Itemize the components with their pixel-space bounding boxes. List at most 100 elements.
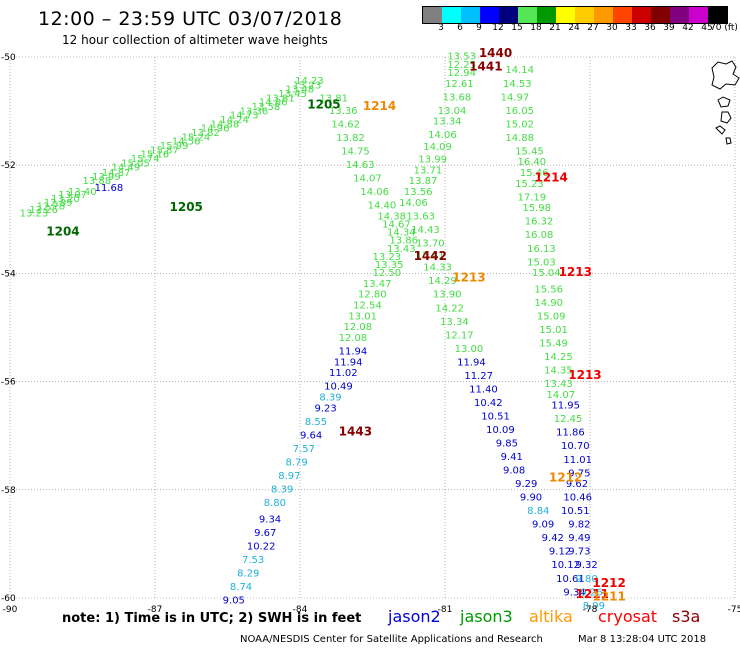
- scale-label: 30: [606, 23, 618, 33]
- wave-height-value: 16.32: [525, 217, 554, 228]
- scale-label: 27: [587, 23, 599, 33]
- wave-height-value: 9.82: [568, 520, 590, 531]
- wave-height-value: 10.51: [481, 411, 510, 422]
- scale-swatch: [480, 7, 499, 23]
- wave-height-value: 9.26: [580, 587, 602, 598]
- wave-height-value: 15.99: [160, 141, 189, 152]
- wave-height-value: 14.87: [102, 168, 131, 179]
- legend-item-s3a: s3a: [672, 607, 701, 626]
- wave-height-value: 8.55: [305, 417, 327, 428]
- wave-height-value: 13.23: [293, 80, 322, 91]
- wave-height-value: 13.99: [418, 154, 447, 165]
- wave-height-value: 11.94: [457, 357, 486, 368]
- wave-height-value: 12.45: [554, 414, 583, 425]
- color-scale-bar: [422, 6, 728, 24]
- wave-height-value: 15.74: [131, 154, 160, 165]
- wave-height-value: 10.09: [486, 425, 515, 436]
- wave-height-value: 16.13: [527, 244, 556, 255]
- wave-height-value: 15.45: [515, 146, 544, 157]
- wave-height-value: 9.75: [568, 468, 590, 479]
- wave-height-value: 13.56: [404, 187, 433, 198]
- wave-height-value: 8.29: [237, 568, 259, 579]
- wave-height-value: 13.48: [286, 85, 315, 96]
- pass-time-label: 1213: [452, 271, 485, 285]
- wave-height-value: 9.49: [568, 533, 590, 544]
- island-outline: [717, 96, 731, 108]
- wave-height-value: 12.80: [358, 290, 387, 301]
- wave-height-value: 13.04: [438, 106, 467, 117]
- island-outline: [725, 137, 732, 145]
- footer-note: note: 1) Time is in UTC; 2) SWH is in fe…: [62, 611, 362, 626]
- wave-height-value: 9.09: [532, 520, 554, 531]
- wave-height-value: 15.16: [141, 150, 170, 161]
- wave-height-value: 15.87: [150, 145, 179, 156]
- wave-height-value: 15.04: [532, 268, 561, 279]
- scale-swatch: [651, 7, 670, 23]
- wave-height-value: 14.49: [112, 163, 141, 174]
- scale-label: 12: [492, 23, 504, 33]
- scale-swatch: [499, 7, 518, 23]
- wave-height-value: 14.97: [501, 92, 530, 103]
- island-outline: [720, 111, 732, 124]
- scale-label: 33: [625, 23, 637, 33]
- wave-height-value: 13.43: [544, 379, 573, 390]
- wave-height-value: 8.99: [583, 601, 605, 612]
- generated-timestamp: Mar 8 13:28:04 UTC 2018: [578, 634, 707, 645]
- x-tick-label: -75: [728, 605, 740, 615]
- x-tick-label: -81: [438, 605, 453, 615]
- island-outline: [711, 60, 740, 90]
- scale-swatch: [632, 7, 651, 23]
- axis-ticks-layer: -90 -87 -84 -81 -78 -75 -50 -52 -54 -56 -58 -60: [1, 53, 740, 615]
- wave-height-value: 11.40: [469, 384, 498, 395]
- wave-height-value: 8.39: [319, 393, 341, 404]
- wave-height-value: 13.35: [375, 260, 404, 271]
- wave-height-value: 8.97: [278, 471, 300, 482]
- wave-height-value: 9.64: [300, 430, 322, 441]
- wave-height-value: 15.24: [182, 132, 211, 143]
- y-tick-label: -60: [1, 594, 16, 604]
- wave-height-value: 9.34: [563, 587, 585, 598]
- wave-height-value: 14.06: [428, 130, 457, 141]
- wave-height-value: 15.09: [537, 311, 566, 322]
- wave-height-value: 11.27: [464, 371, 493, 382]
- wave-height-value: 14.14: [505, 65, 534, 76]
- wave-height-value: 13.34: [440, 317, 469, 328]
- observations-layer: 13.2312.2612.7812.8913.2013.0713.4011.68…: [20, 52, 605, 612]
- wave-height-value: 11.02: [329, 368, 358, 379]
- wave-height-value: 13.90: [433, 290, 462, 301]
- wave-height-value: 9.62: [566, 479, 588, 490]
- wave-height-value: 14.62: [331, 119, 360, 130]
- wave-height-value: 14.07: [547, 390, 576, 401]
- wave-height-value: 13.23: [20, 209, 49, 220]
- wave-height-value: 14.33: [423, 263, 452, 274]
- y-tick-label: -56: [1, 378, 16, 388]
- scale-label: 9: [476, 23, 482, 33]
- scale-swatch: [613, 7, 632, 23]
- scale-swatch: [537, 7, 556, 23]
- wave-height-value: 13.34: [433, 117, 462, 128]
- wave-height-value: 11.95: [551, 401, 580, 412]
- legend-item-jason3: jason3: [460, 607, 513, 626]
- scale-label: 42: [682, 23, 694, 33]
- scale-swatch: [575, 7, 594, 23]
- wave-height-value: 9.23: [315, 403, 337, 414]
- wave-height-value: 13.20: [51, 194, 80, 205]
- scale-swatch: [670, 7, 689, 23]
- wave-height-value: 13.23: [373, 252, 402, 263]
- scale-label: 21: [549, 23, 561, 33]
- scale-label: 39: [663, 23, 675, 33]
- wave-height-value: 13.40: [68, 187, 97, 198]
- wave-height-value: 8.39: [271, 485, 293, 496]
- wave-height-value: 14.43: [411, 225, 440, 236]
- scale-label: 45: [701, 23, 713, 33]
- wave-height-value: 16.40: [518, 157, 547, 168]
- pass-time-label: 1214: [363, 99, 396, 113]
- coastline-islands: [711, 60, 740, 145]
- scale-label: 18: [530, 23, 542, 33]
- wave-height-value: 9.08: [503, 466, 525, 477]
- scale-label: 3: [438, 23, 444, 33]
- wave-height-value: 8.79: [286, 457, 308, 468]
- wave-height-value: 13.68: [443, 92, 472, 103]
- wave-height-value: 13.63: [406, 211, 435, 222]
